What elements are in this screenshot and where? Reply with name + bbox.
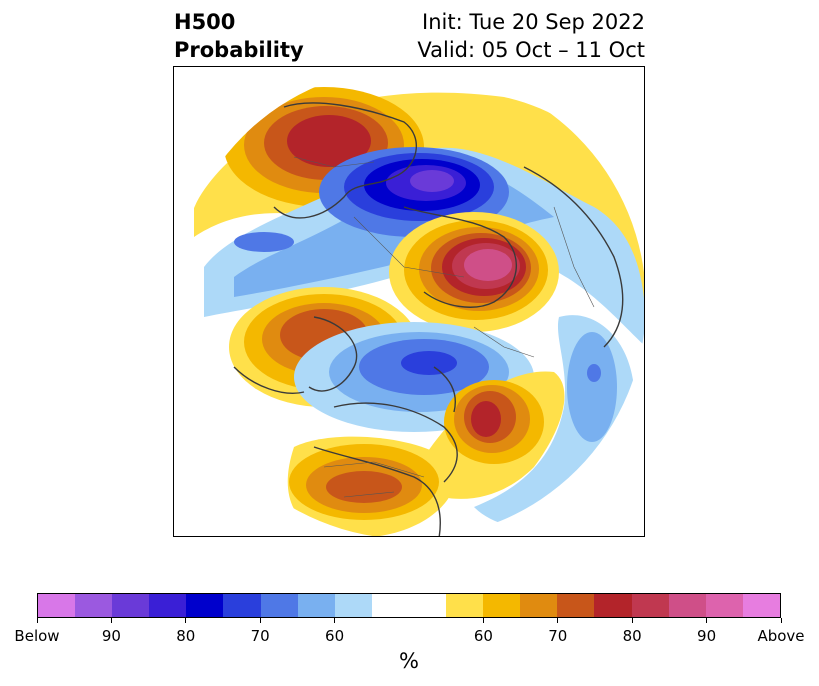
colorbar-segment-above-60 [446, 594, 484, 617]
colorbar-tick [334, 618, 336, 623]
colorbar-tick-label: 60 [325, 627, 345, 645]
borders [293, 156, 595, 498]
colorbar-segment-above-75 [557, 594, 595, 617]
colorbar-segment-below-95 [75, 594, 113, 617]
colorbar-tick [259, 618, 261, 623]
colorbar-segment-above-80 [594, 594, 632, 617]
alaska-high [424, 371, 565, 499]
conus-high [287, 436, 456, 536]
colorbar-tick-label: 70 [548, 627, 568, 645]
colorbar-segment-neutral [371, 594, 447, 617]
siberia-high [389, 212, 559, 332]
colorbar-segment-above-65 [483, 594, 521, 617]
colorbar-tick-label: Below [14, 627, 60, 645]
colorbar [37, 593, 781, 618]
colorbar-segment-below-90 [112, 594, 150, 617]
colorbar-tick-label: 90 [697, 627, 717, 645]
valid-range: Valid: 05 Oct – 11 Oct [417, 38, 645, 62]
colorbar-segment-below-65 [297, 594, 335, 617]
colorbar-tick [631, 618, 633, 623]
colorbar-segment-below-80 [186, 594, 224, 617]
colorbar-segment-above-70 [520, 594, 558, 617]
colorbar-tick [780, 618, 782, 623]
title-variable: H500 [174, 10, 236, 34]
colorbar-segment-above-85 [631, 594, 669, 617]
colorbar-segment-below-85 [149, 594, 187, 617]
colorbar-tick [706, 618, 708, 623]
anomaly-fields [174, 67, 644, 536]
colorbar-tick [185, 618, 187, 623]
colorbar-tick [482, 618, 484, 623]
init-date: Init: Tue 20 Sep 2022 [422, 10, 645, 34]
colorbar-tick-label: 90 [101, 627, 121, 645]
colorbar-tick-label: 70 [250, 627, 270, 645]
colorbar-tick-label: 80 [176, 627, 196, 645]
colorbar-segment-above-95 [705, 594, 743, 617]
colorbar-segment-above-90 [668, 594, 706, 617]
probability-map [174, 67, 644, 536]
colorbar-segment-below-70 [260, 594, 298, 617]
colorbar-tick [557, 618, 559, 623]
title-product: Probability [174, 38, 304, 62]
colorbar-tick [36, 618, 38, 623]
colorbar-segment-below-75 [223, 594, 261, 617]
colorbar-segment-below-extreme [38, 594, 76, 617]
title-right: Init: Tue 20 Sep 2022 Valid: 05 Oct – 11… [417, 8, 645, 64]
title-left: H500 Probability [174, 8, 304, 64]
colorbar-tick-label: 60 [473, 627, 493, 645]
colorbar-tick-label: 80 [622, 627, 642, 645]
colorbar-tick [110, 618, 112, 623]
coastlines [233, 102, 624, 536]
colorbar-segment-below-60 [334, 594, 372, 617]
map-panel [173, 66, 645, 537]
colorbar-unit-label: % [399, 649, 419, 673]
colorbar-tick-label: Above [757, 627, 805, 645]
colorbar-segment-above-extreme [742, 594, 780, 617]
